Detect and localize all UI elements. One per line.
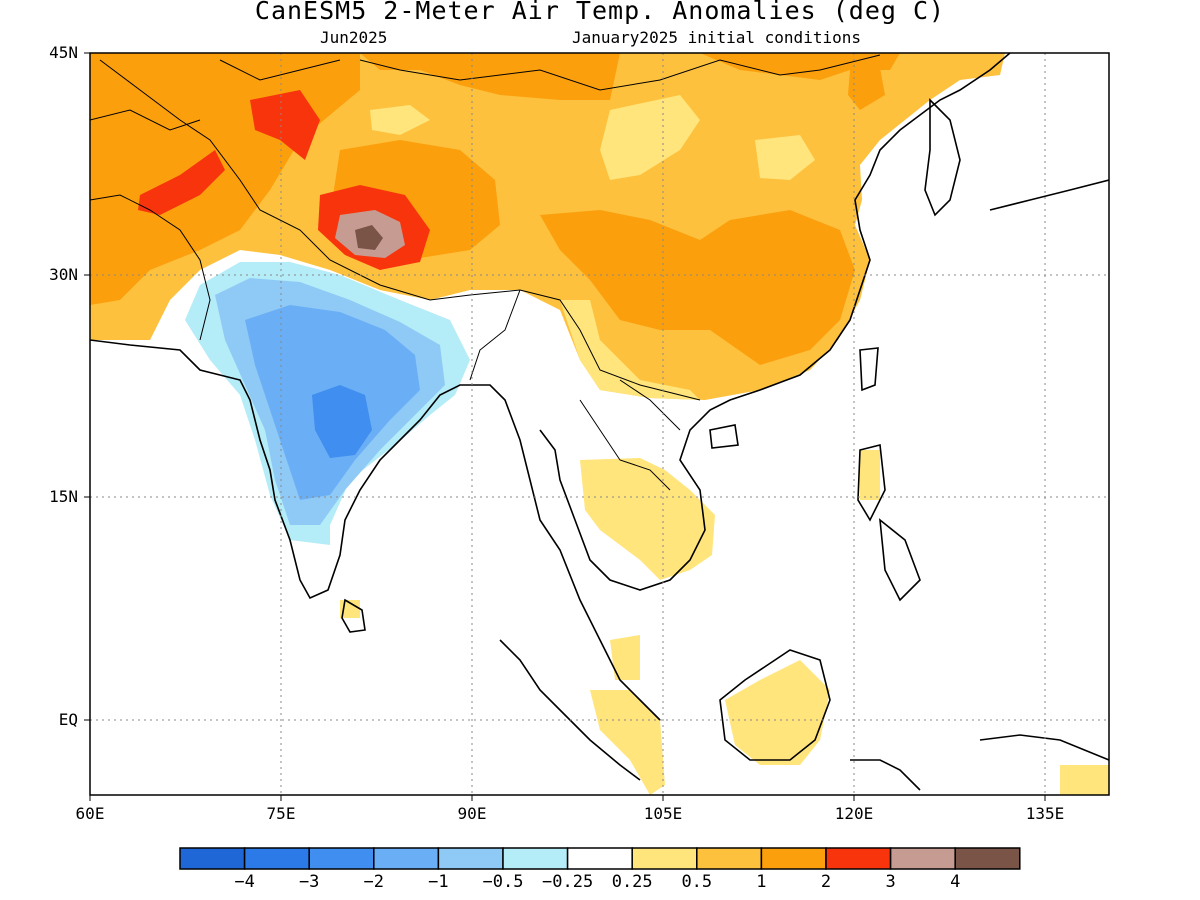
colorbar [179,847,1021,870]
lon-label-135e: 135E [1025,804,1065,823]
lon-label-75e: 75E [266,804,296,823]
colorbar-swatch [696,847,763,870]
colorbar-label: −1 [428,872,449,892]
map-title: CanESM5 2-Meter Air Temp. Anomalies (deg… [254,0,946,25]
colorbar-label: 0.25 [611,872,653,892]
lon-label-90e: 90E [457,804,487,823]
colorbar-swatch [373,847,440,870]
lat-label-eq: EQ [58,710,78,729]
lat-label-30n: 30N [49,265,78,284]
colorbar-label: −4 [234,872,255,892]
colorbar-swatch [179,847,246,870]
colorbar-swatch [825,847,892,870]
colorbar-label: 0.5 [681,872,713,892]
colorbar-swatch [566,847,633,870]
lon-label-60e: 60E [75,804,105,823]
colorbar-label: −0.5 [482,872,524,892]
lon-label-120e: 120E [834,804,874,823]
colorbar-swatch [760,847,827,870]
colorbar-swatch [243,847,310,870]
colorbar-label: −3 [298,872,320,892]
coastlines [90,53,1109,791]
colorbar-swatch [308,847,375,870]
colorbar-label: 3 [885,872,896,892]
map-frame [89,52,1110,796]
tick-marks [84,52,1046,801]
colorbar-label: 4 [950,872,961,892]
colorbar-swatch [889,847,956,870]
lat-label-45n: 45N [49,43,78,62]
colorbar-label: 1 [756,872,767,892]
colorbar-swatch [437,847,504,870]
lon-label-105e: 105E [643,804,683,823]
colorbar-label: −0.25 [542,872,594,892]
lat-label-15n: 15N [49,487,78,506]
country-borders [90,54,881,491]
colorbar-swatch [631,847,698,870]
forecast-month: Jun2025 [320,28,388,47]
colorbar-label: 2 [820,872,832,892]
colorbar-label: −2 [363,872,385,892]
initial-conditions: January2025 initial conditions [572,28,861,47]
graticule [90,53,1109,795]
colorbar-swatch [954,847,1021,870]
anomaly-region-borneo [725,660,830,765]
colorbar-swatch [502,847,569,870]
